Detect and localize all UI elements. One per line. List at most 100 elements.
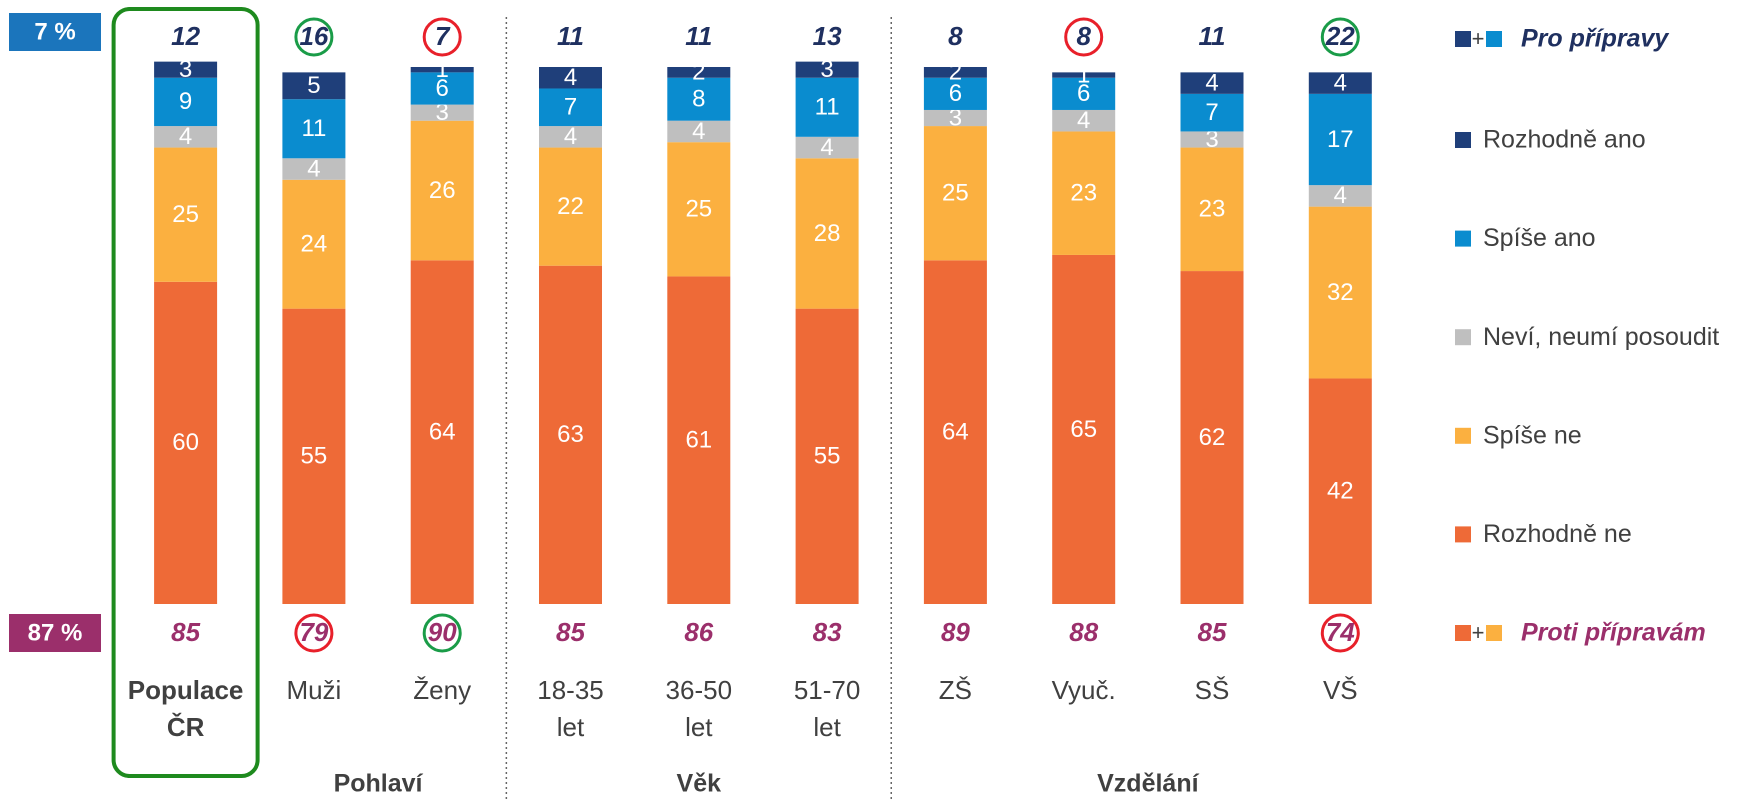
bar-segment	[410, 72, 474, 105]
legend-plus: +	[1472, 620, 1485, 645]
value-label: 3	[436, 99, 449, 126]
value-label: 4	[1205, 69, 1218, 96]
proti-box	[9, 614, 101, 652]
bar-segment	[1180, 93, 1244, 132]
bar-segment	[282, 99, 346, 159]
value-label: 4	[1334, 69, 1347, 96]
value-label: 3	[820, 56, 833, 83]
total-label: 90	[428, 617, 457, 647]
bar-segment	[410, 104, 474, 121]
value-label: 64	[429, 419, 456, 446]
legend-swatch	[1455, 132, 1471, 148]
value-label: 60	[172, 429, 199, 456]
highlight-circle	[1064, 17, 1104, 57]
value-label: 4	[307, 155, 320, 182]
bar-segment	[154, 281, 218, 604]
total-label: 8	[948, 21, 963, 51]
total-label: 85	[171, 617, 200, 647]
group-label: Vzdělání	[1097, 770, 1199, 798]
bar-segment	[1180, 271, 1244, 604]
bar-segment	[539, 147, 602, 266]
highlight-frame	[111, 7, 260, 778]
highlight-circle	[1320, 17, 1360, 57]
bar-segment	[410, 260, 474, 604]
bar-segment	[1308, 93, 1372, 186]
bar-segment	[667, 276, 731, 604]
legend-swatch	[1455, 31, 1471, 47]
bar-segment	[282, 158, 346, 180]
category-label: ZŠ	[939, 675, 972, 705]
value-label: 28	[814, 220, 841, 247]
total-label: 88	[1069, 617, 1098, 647]
bar-segment	[282, 179, 346, 309]
bar-segment	[923, 67, 987, 78]
category-label: 51-70	[794, 675, 861, 705]
bar-segment	[667, 142, 731, 277]
total-label: 13	[813, 21, 842, 51]
value-label: 63	[557, 421, 584, 448]
category-label: let	[685, 712, 713, 742]
bar-segment	[923, 109, 987, 127]
category-label: Vyuč.	[1052, 675, 1116, 705]
legend-label: Spíše ano	[1483, 224, 1596, 252]
value-label: 11	[301, 115, 326, 142]
legend-swatch	[1486, 31, 1502, 47]
total-label: 16	[299, 21, 328, 51]
legend-label: Spíše ne	[1483, 421, 1582, 449]
category-label: VŠ	[1323, 675, 1358, 705]
bar-segment	[282, 308, 346, 604]
bar-segment	[667, 120, 731, 143]
group-label: Věk	[677, 770, 722, 798]
value-label: 8	[692, 86, 705, 113]
total-label: 11	[1199, 21, 1226, 51]
bar-segment	[1052, 72, 1116, 78]
bar-segment	[1052, 131, 1116, 255]
bar-segment	[667, 67, 731, 78]
bar-segment	[1308, 72, 1372, 94]
bar-segment	[923, 126, 987, 261]
value-label: 4	[1334, 182, 1347, 209]
bar-segment	[1052, 77, 1116, 110]
value-label: 2	[692, 59, 705, 86]
bar-segment	[539, 88, 602, 127]
value-label: 7	[1205, 99, 1218, 126]
value-label: 1	[1077, 61, 1090, 88]
value-label: 3	[949, 104, 962, 131]
bar-segment	[282, 72, 346, 100]
total-label: 7	[435, 21, 451, 51]
bar-segment	[1052, 109, 1116, 132]
value-label: 2	[949, 59, 962, 86]
legend-swatch	[1455, 230, 1471, 247]
bar-segment	[923, 77, 987, 110]
value-label: 62	[1199, 424, 1226, 451]
category-label: Muži	[286, 675, 341, 705]
value-label: 25	[172, 201, 199, 228]
legend-swatch	[1455, 625, 1471, 641]
total-label: 85	[556, 617, 585, 647]
category-label: SŠ	[1195, 675, 1230, 705]
total-label: 86	[684, 617, 713, 647]
value-label: 17	[1327, 126, 1354, 153]
category-label: ČR	[167, 712, 205, 742]
category-label: let	[557, 712, 585, 742]
bar-segment	[539, 126, 602, 148]
pro-box-label: 7 %	[34, 18, 75, 45]
value-label: 55	[814, 443, 841, 470]
value-label: 23	[1070, 180, 1097, 207]
value-label: 4	[820, 134, 833, 161]
highlight-circle	[1320, 613, 1360, 653]
category-label: 36-50	[666, 675, 733, 705]
value-label: 25	[685, 196, 712, 223]
value-label: 22	[557, 193, 584, 220]
highlight-circle	[422, 613, 462, 653]
legend-swatch	[1455, 427, 1471, 444]
bar-segment	[154, 61, 218, 78]
bar-segment	[1180, 131, 1244, 148]
category-label: Populace	[128, 675, 244, 705]
total-label: 22	[1325, 21, 1355, 51]
value-label: 3	[179, 56, 192, 83]
bar-segment	[667, 77, 731, 121]
total-label: 12	[171, 21, 200, 51]
total-label: 74	[1326, 617, 1355, 647]
bar-segment	[154, 126, 218, 148]
